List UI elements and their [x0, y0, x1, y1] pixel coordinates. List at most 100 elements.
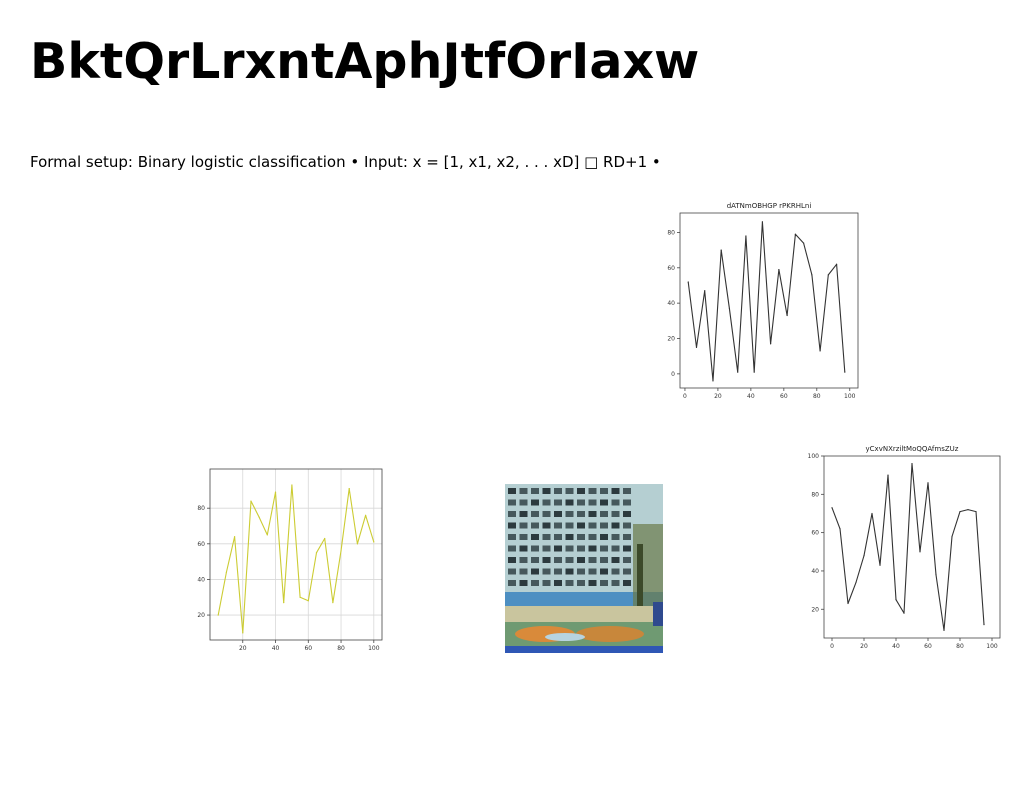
y-tick-label: 40 [811, 568, 819, 575]
x-tick-label: 100 [844, 393, 856, 400]
building-courtyard-photo [505, 484, 663, 653]
data-point [827, 274, 829, 276]
data-point [373, 541, 375, 543]
y-tick-label: 0 [671, 371, 675, 378]
data-point [356, 543, 359, 545]
x-tick-label: 20 [714, 393, 722, 400]
data-point [903, 612, 905, 614]
x-tick-label: 100 [368, 645, 380, 652]
chart-svg: dATNmOBHGP rPKRHLni 0 20 40 60 80 100 0 20 40 60 80 [667, 202, 859, 400]
data-point [803, 242, 805, 244]
y-tick-label: 20 [811, 606, 819, 613]
y-tick-label: 40 [667, 300, 675, 307]
x-tick-label: 80 [956, 643, 964, 650]
data-point [778, 268, 780, 271]
y-tick-label: 80 [811, 491, 819, 498]
data-point [307, 600, 309, 602]
data-point [844, 371, 846, 373]
data-point [720, 249, 722, 251]
x-tick-label: 80 [337, 645, 345, 652]
data-point [332, 601, 334, 604]
data-point [324, 537, 326, 540]
x-tick-label: 60 [304, 645, 312, 652]
data-point [728, 307, 731, 310]
data-point [831, 507, 833, 509]
data-point [887, 474, 889, 476]
x-tick-label: 80 [813, 393, 821, 400]
data-point [315, 552, 318, 554]
data-point [753, 371, 755, 373]
data-point [871, 512, 873, 515]
data-point [951, 535, 953, 538]
data-point [935, 574, 937, 576]
y-tick-label: 20 [667, 336, 675, 343]
data-point [786, 314, 788, 317]
chart-title: yCxvNXrziltMoQQAfmsZUz [866, 445, 959, 453]
data-point [839, 528, 841, 530]
y-tick-label: 80 [197, 505, 205, 512]
page-title: BktQrLrxntAphJtfOrIaxw [30, 33, 700, 90]
data-point [811, 274, 813, 276]
setup-description: Formal setup: Binary logistic classifica… [30, 153, 661, 171]
x-tick-label: 20 [860, 643, 868, 650]
data-point [761, 221, 764, 223]
data-point [291, 484, 293, 486]
data-point [266, 534, 268, 536]
data-point [794, 233, 796, 235]
data-point [745, 235, 747, 237]
data-point [704, 290, 706, 292]
data-point [855, 581, 857, 584]
data-point [819, 350, 821, 352]
x-tick-label: 40 [747, 393, 755, 400]
x-tick-label: 40 [272, 645, 280, 652]
data-point [983, 623, 985, 626]
data-point [687, 281, 689, 283]
data-point [340, 550, 342, 552]
data-point [348, 487, 350, 490]
line-chart-bottom-left: 20 40 60 80 100 20 40 60 80 [190, 465, 390, 655]
x-tick-label: 60 [780, 393, 788, 400]
y-tick-label: 60 [811, 530, 819, 537]
data-point [863, 555, 865, 557]
data-point [975, 510, 977, 513]
series-line [217, 484, 375, 634]
y-tick-label: 60 [197, 541, 205, 548]
series-line [831, 463, 985, 631]
chart-svg: 20 40 60 80 100 20 40 60 80 [197, 468, 383, 652]
y-tick-label: 100 [808, 453, 820, 460]
data-point [911, 463, 913, 465]
data-point [919, 551, 921, 553]
data-point [299, 596, 301, 598]
photo-illustration [505, 484, 663, 653]
y-tick-label: 20 [197, 612, 205, 619]
data-point [770, 343, 772, 345]
data-point [967, 509, 969, 511]
x-tick-label: 40 [892, 643, 900, 650]
x-tick-label: 60 [924, 643, 932, 650]
line-chart-bottom-right: yCxvNXrziltMoQQAfmsZUz 0 20 40 60 80 100 20 40 60… [800, 440, 1010, 655]
data-point [250, 500, 252, 502]
chart-title: dATNmOBHGP rPKRHLni [727, 202, 812, 210]
x-tick-label: 20 [239, 645, 247, 652]
data-point [242, 632, 244, 634]
x-tick-label: 0 [683, 393, 687, 400]
data-point [225, 571, 227, 573]
data-point [283, 601, 285, 604]
data-point [959, 510, 961, 513]
plot-frame [823, 455, 1001, 639]
plot-frame [679, 212, 859, 389]
data-point [895, 599, 897, 601]
data-point [879, 564, 881, 566]
data-point [835, 263, 838, 265]
data-point [258, 516, 260, 518]
x-tick-label: 0 [830, 643, 834, 650]
data-point [737, 371, 739, 373]
plot-frame [209, 468, 383, 641]
x-tick-label: 100 [986, 643, 998, 650]
y-tick-label: 80 [667, 229, 675, 236]
y-tick-label: 40 [197, 576, 205, 583]
series-line [687, 221, 846, 382]
chart-svg: yCxvNXrziltMoQQAfmsZUz 0 20 40 60 80 100 20 40 60… [808, 445, 1001, 650]
y-tick-label: 60 [667, 265, 675, 272]
data-point [233, 536, 236, 538]
